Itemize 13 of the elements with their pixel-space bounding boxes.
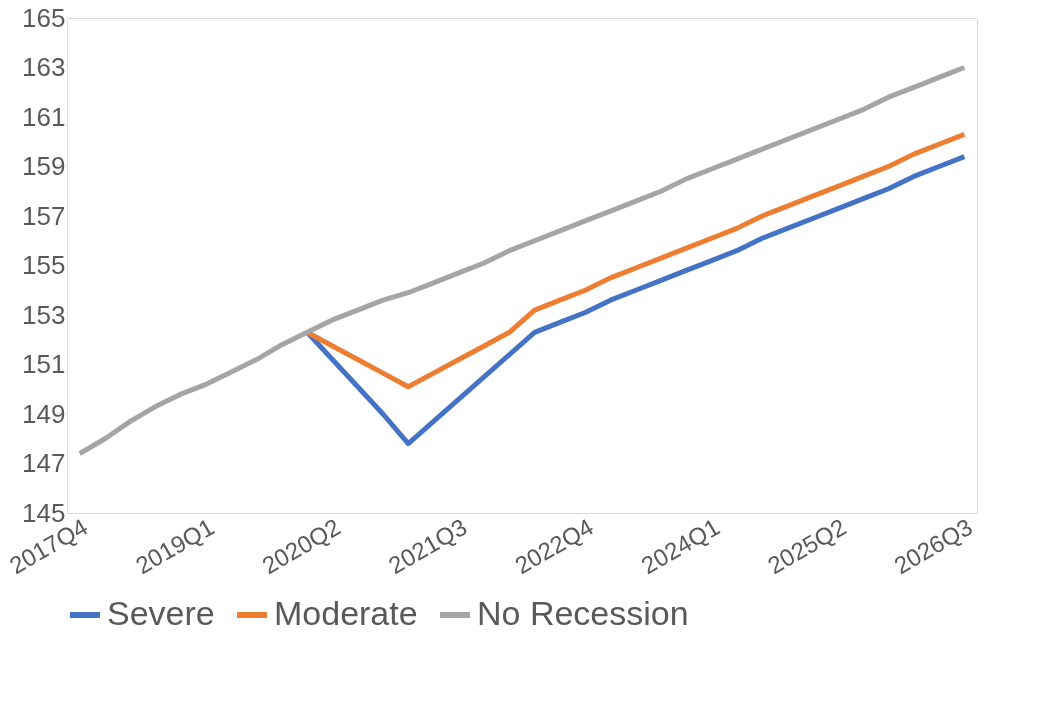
- y-tick-label: 165: [22, 2, 66, 33]
- y-tick-label: 163: [22, 52, 66, 82]
- legend-label: No Recession: [477, 594, 689, 632]
- legend-label: Severe: [107, 594, 215, 632]
- y-tick-label: 155: [22, 250, 66, 280]
- legend-label: Moderate: [274, 594, 418, 632]
- y-tick-label: 149: [22, 398, 66, 429]
- y-tick-label: 157: [22, 200, 66, 231]
- y-tick-label: 159: [22, 151, 66, 181]
- y-tick-label: 161: [22, 101, 66, 132]
- y-tick-label: 151: [22, 349, 66, 379]
- y-tick-label: 153: [22, 299, 66, 330]
- y-tick-label: 147: [22, 448, 66, 478]
